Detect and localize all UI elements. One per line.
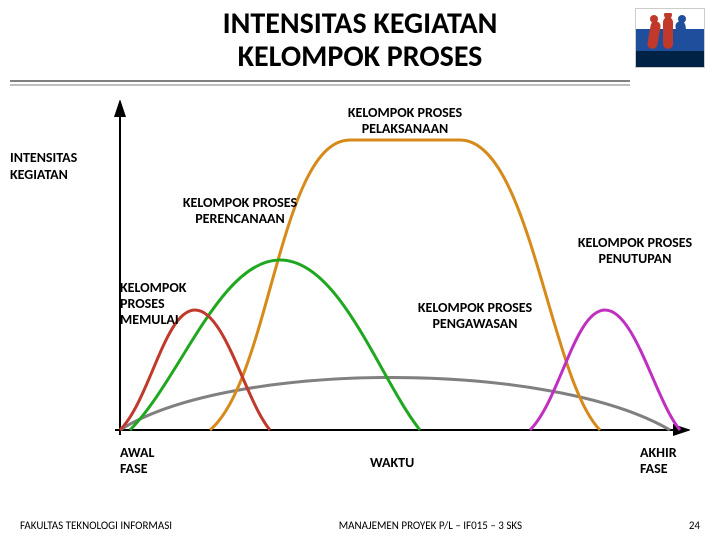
footer-left: FAKULTAS TEKNOLOGI INFORMASI: [20, 519, 172, 532]
slide-title: INTENSITAS KEGIATAN KELOMPOK PROSES: [223, 7, 498, 73]
curve-pengawasan: [120, 378, 670, 431]
label-memulai-text: KELOMPOK PROSES MEMULAI: [120, 279, 186, 328]
label-pengawasan-text: KELOMPOK PROSES PENGAWASAN: [418, 299, 532, 332]
x-center-label: WAKTU: [370, 455, 414, 471]
logo-dark-band: [636, 51, 704, 67]
label-pelaksanaan-text: KELOMPOK PROSES PELAKSANAAN: [348, 104, 462, 137]
footer-right: 24: [689, 519, 700, 532]
slide-header: INTENSITAS KEGIATAN KELOMPOK PROSES: [0, 0, 720, 80]
x-end-text: AKHIR FASE: [640, 444, 677, 477]
slide-footer: FAKULTAS TEKNOLOGI INFORMASI MANAJEMEN P…: [0, 519, 720, 532]
fti-logo-icon: [645, 13, 695, 53]
label-perencanaan-text: KELOMPOK PROSES PERENCANAAN: [183, 194, 297, 227]
label-perencanaan: KELOMPOK PROSES PERENCANAAN: [150, 195, 330, 227]
label-penutupan-text: KELOMPOK PROSES PENUTUPAN: [578, 234, 692, 267]
y-axis-label: INTENSITAS KEGIATAN: [10, 150, 77, 184]
footer-center: MANAJEMEN PROYEK P/L – IF015 – 3 SKS: [339, 519, 522, 532]
title-line-2: KELOMPOK PROSES: [238, 38, 483, 75]
x-center-text: WAKTU: [370, 454, 414, 471]
label-pengawasan: KELOMPOK PROSES PENGAWASAN: [385, 300, 565, 332]
header-underline-2: [10, 84, 630, 86]
header-underline-1: [10, 80, 630, 82]
title-line-1: INTENSITAS KEGIATAN: [223, 5, 498, 42]
label-pelaksanaan: KELOMPOK PROSES PELAKSANAAN: [305, 105, 505, 137]
x-start-text: AWAL FASE: [120, 444, 154, 477]
x-start-label: AWAL FASE: [120, 445, 154, 477]
label-penutupan: KELOMPOK PROSES PENUTUPAN: [555, 235, 715, 267]
logo-box: [635, 8, 705, 68]
x-end-label: AKHIR FASE: [640, 445, 677, 477]
y-axis-label-text: INTENSITAS KEGIATAN: [10, 149, 77, 183]
label-memulai: KELOMPOK PROSES MEMULAI: [120, 280, 230, 328]
